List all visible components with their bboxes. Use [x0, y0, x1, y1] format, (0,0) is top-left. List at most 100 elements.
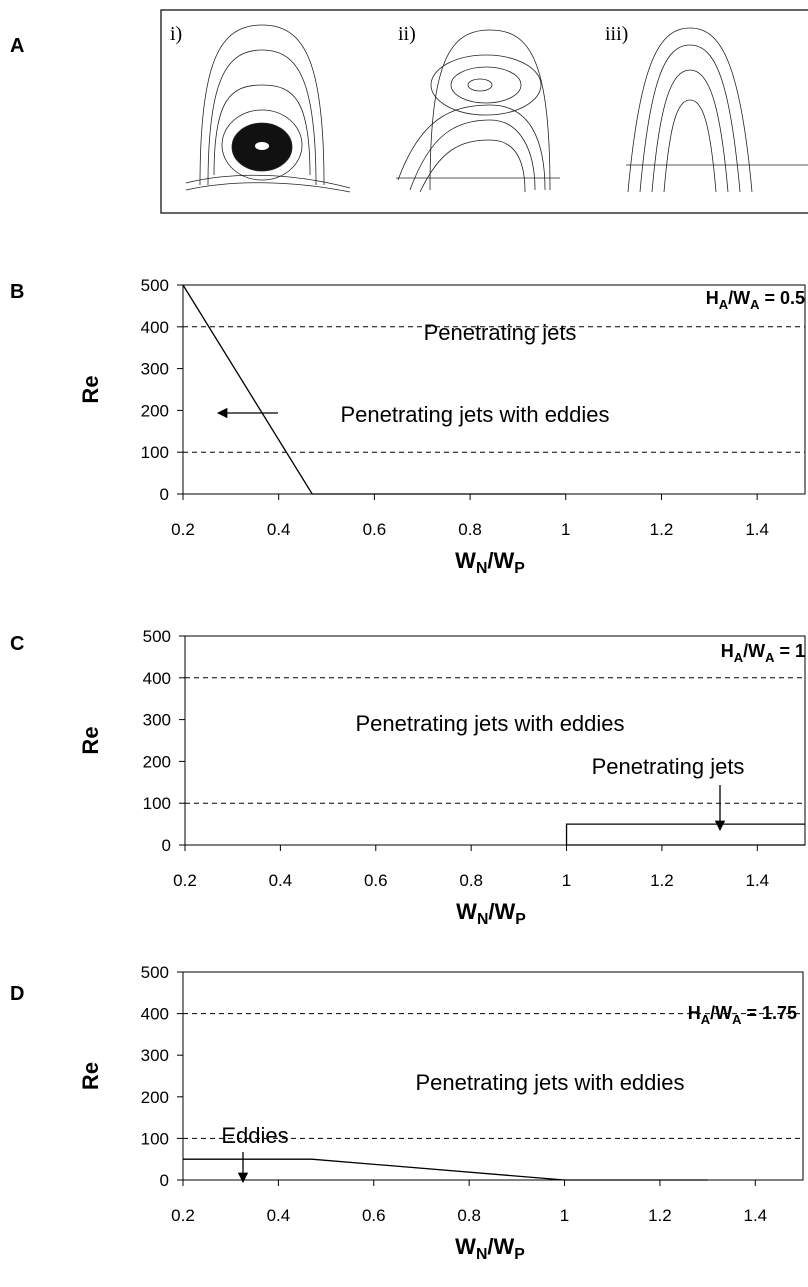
y-tick-label: 400 — [143, 669, 171, 688]
x-axis-label-part: P — [515, 911, 526, 928]
image-frame — [160, 9, 808, 214]
x-tick-label: 0.2 — [173, 871, 197, 890]
x-tick-label: 0.4 — [267, 520, 291, 539]
panel-title-part: = 0.5 — [759, 288, 805, 308]
y-tick-label: 400 — [141, 318, 169, 337]
x-axis-label-part: /W — [487, 1234, 514, 1259]
x-tick-label: 1.4 — [743, 1206, 767, 1225]
x-tick-label: 0.6 — [364, 871, 388, 890]
x-tick-label: 1.2 — [650, 871, 674, 890]
boundary-line — [183, 1158, 708, 1181]
x-axis-label-part: W — [456, 899, 477, 924]
y-tick-label: 300 — [141, 360, 169, 379]
y-tick-label: 100 — [141, 1129, 169, 1148]
region-label: Penetrating jets — [592, 754, 745, 779]
streamlines-i — [185, 24, 351, 193]
x-tick-label: 0.6 — [362, 1206, 386, 1225]
panel-title-part: A — [734, 650, 744, 665]
y-tick-label: 500 — [143, 627, 171, 646]
x-tick-label: 1 — [560, 1206, 569, 1225]
x-tick-label: 0.2 — [171, 1206, 195, 1225]
x-axis-label-part: N — [476, 560, 487, 577]
y-axis-label: Re — [78, 1062, 103, 1090]
x-tick-label: 1 — [561, 520, 570, 539]
x-tick-label: 0.2 — [171, 520, 195, 539]
boundary-line — [182, 284, 566, 495]
y-tick-label: 0 — [160, 485, 169, 504]
x-axis-label-part: W — [455, 548, 476, 573]
y-tick-label: 300 — [143, 711, 171, 730]
panel-title-part: H — [688, 1003, 701, 1023]
x-tick-label: 0.8 — [457, 1206, 481, 1225]
x-axis-label: WN/WP — [456, 899, 526, 928]
y-tick-label: 100 — [143, 794, 171, 813]
x-tick-label: 0.4 — [269, 871, 293, 890]
panel-label: B — [10, 281, 24, 303]
y-axis-label: Re — [78, 375, 103, 403]
panel-title-part: H — [721, 641, 734, 661]
region-label: Penetrating jets — [424, 320, 577, 345]
y-tick-label: 0 — [160, 1171, 169, 1190]
streamlines-ii — [396, 29, 560, 193]
x-axis-label-part: P — [514, 560, 525, 577]
x-axis-label-part: P — [514, 1246, 525, 1263]
panel-label: D — [10, 983, 24, 1005]
x-tick-label: 1.2 — [648, 1206, 672, 1225]
panel-title-part: /W — [728, 288, 750, 308]
y-tick-label: 500 — [141, 963, 169, 982]
plot-frame — [182, 284, 806, 495]
panel-title-part: A — [750, 297, 760, 312]
plot-frame — [182, 971, 804, 1181]
x-tick-label: 1.4 — [745, 520, 769, 539]
y-tick-label: 100 — [141, 443, 169, 462]
boundary-line — [565, 823, 805, 845]
panel-label: C — [10, 633, 24, 655]
x-tick-label: 0.8 — [459, 871, 483, 890]
panel-title: HA/WA = 1.75 — [688, 1003, 797, 1027]
y-tick-label: 200 — [141, 1088, 169, 1107]
x-axis-label-part: N — [477, 911, 488, 928]
x-tick-label: 0.6 — [363, 520, 387, 539]
panel-title-part: = 1.75 — [741, 1003, 797, 1023]
panel-title-part: A — [732, 1012, 742, 1027]
panel-title-part: A — [719, 297, 729, 312]
image-label: i) — [170, 23, 182, 45]
panel-a-images — [160, 9, 808, 214]
y-tick-label: 200 — [141, 401, 169, 420]
region-label: Penetrating jets with eddies — [355, 711, 624, 736]
panel-title: HA/WA = 1 — [721, 641, 805, 665]
region-label: Eddies — [221, 1123, 288, 1148]
x-tick-label: 0.8 — [458, 520, 482, 539]
panel-title-part: A — [765, 650, 775, 665]
x-axis-label-part: W — [455, 1234, 476, 1259]
x-axis-label-part: /W — [488, 899, 515, 924]
panel-title-part: H — [706, 288, 719, 308]
y-tick-label: 300 — [141, 1046, 169, 1065]
y-axis-label: Re — [78, 726, 103, 754]
x-tick-label: 1.2 — [650, 520, 674, 539]
y-tick-label: 400 — [141, 1005, 169, 1024]
x-axis-label-part: /W — [487, 548, 514, 573]
panel-title-part: /W — [710, 1003, 732, 1023]
plot-frame — [184, 635, 806, 846]
panel-title-part: = 1 — [774, 641, 805, 661]
image-label: ii) — [398, 23, 416, 45]
x-axis-label: WN/WP — [455, 1234, 525, 1263]
x-tick-label: 1.4 — [745, 871, 769, 890]
y-tick-label: 0 — [162, 836, 171, 855]
image-label: iii) — [605, 23, 628, 45]
panel-title-part: /W — [743, 641, 765, 661]
region-label: Penetrating jets with eddies — [340, 402, 609, 427]
y-tick-label: 200 — [143, 752, 171, 771]
panel-title: HA/WA = 0.5 — [706, 288, 805, 312]
y-tick-label: 500 — [141, 276, 169, 295]
panel-title-part: A — [701, 1012, 711, 1027]
x-axis-label-part: N — [476, 1246, 487, 1263]
region-label: Penetrating jets with eddies — [415, 1070, 684, 1095]
x-tick-label: 0.4 — [267, 1206, 291, 1225]
x-tick-label: 1 — [562, 871, 571, 890]
panel-label: A — [10, 35, 24, 57]
streamlines-iii — [626, 27, 808, 193]
x-axis-label: WN/WP — [455, 548, 525, 577]
